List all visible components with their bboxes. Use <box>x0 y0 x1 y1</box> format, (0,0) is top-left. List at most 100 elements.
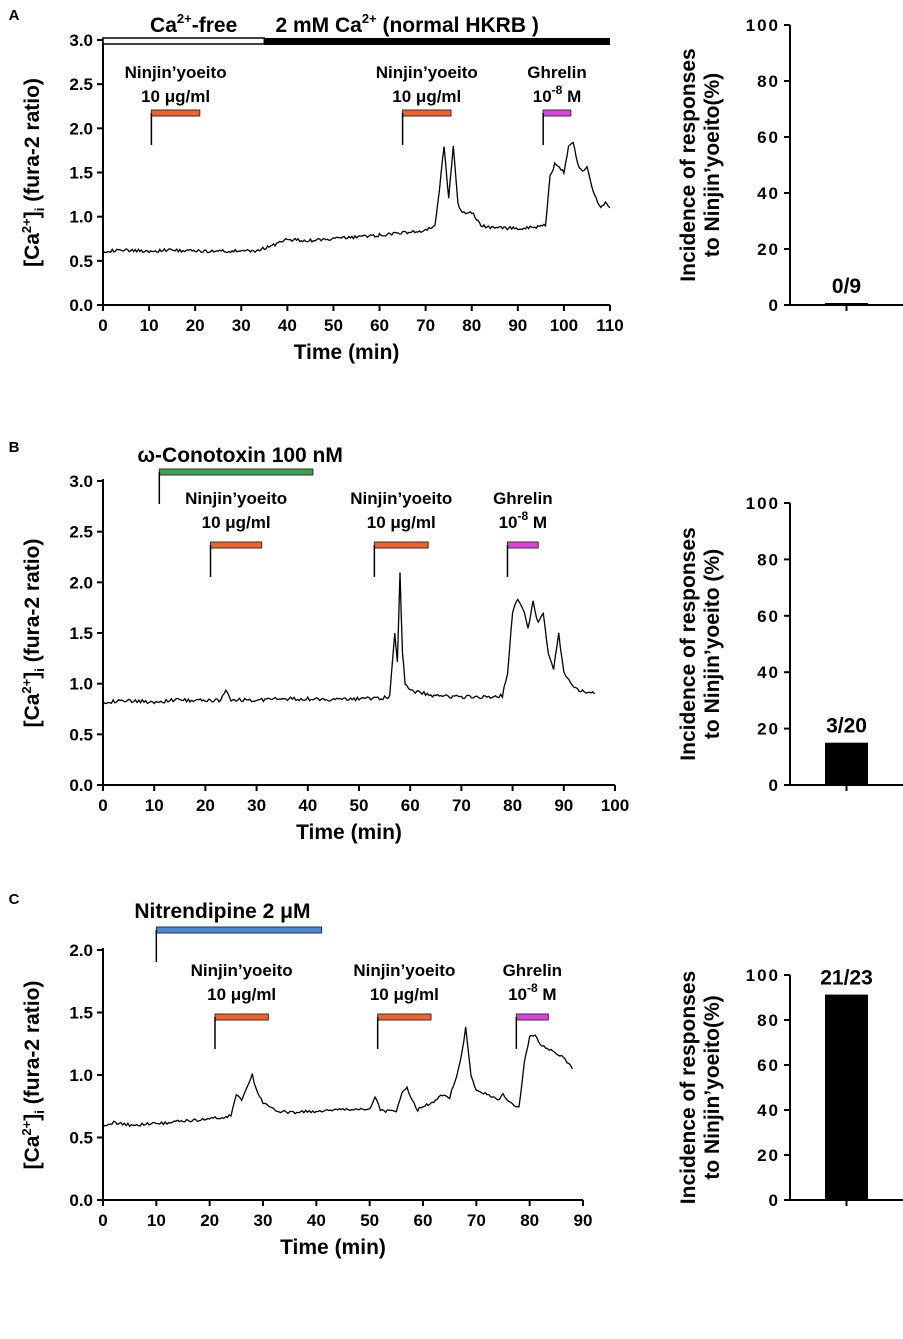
x-tick-label: 100 <box>550 316 578 335</box>
condition-bar-filled <box>264 38 610 45</box>
stimulus-label-line1: Ninjin’yoeito <box>191 961 293 980</box>
incidence-y-tick-label: 20 <box>757 240 780 259</box>
incidence-y-label-line1: Incidence of responses <box>677 527 700 760</box>
stimulus-label-line1: Ninjin’yoeito <box>125 63 227 82</box>
y-tick-label: 3.0 <box>69 31 93 50</box>
treatment-label: Nitrendipine 2 μM <box>134 900 310 923</box>
y-tick-label: 0.5 <box>69 1129 93 1148</box>
y-tick-label: 0.0 <box>69 296 93 315</box>
x-tick-label: 0 <box>98 796 107 815</box>
x-tick-label: 40 <box>307 1211 326 1230</box>
stimulus-label-part: M <box>528 513 547 532</box>
y-label-part: [Ca <box>21 1135 44 1169</box>
y-label-part: ] <box>21 1114 44 1121</box>
y-tick-label: 1.0 <box>69 675 93 694</box>
y-tick-label: 2.0 <box>69 119 93 138</box>
x-tick-label: 50 <box>350 796 369 815</box>
stimulus-label-line2: 10-8 M <box>508 981 556 1004</box>
stimulus-label-part: M <box>562 87 581 106</box>
incidence-y-tick-label: 0 <box>769 296 780 315</box>
y-label-part: (fura-2 ratio) <box>21 78 44 208</box>
stimulus-label-sup: -8 <box>518 509 529 523</box>
y-tick-label: 1.5 <box>69 164 93 183</box>
incidence-y-label-line1: Incidence of responses <box>677 48 700 281</box>
incidence-y-tick-label: 80 <box>757 72 780 91</box>
stimulus-label-line2: 10 μg/ml <box>202 513 271 532</box>
x-tick-label: 80 <box>462 316 481 335</box>
panel-letter: B <box>9 439 20 456</box>
y-axis-label: [Ca2+]i (fura-2 ratio) <box>19 539 47 728</box>
y-label-part: (fura-2 ratio) <box>21 981 44 1111</box>
stimulus-bar <box>150 109 201 117</box>
incidence-y-tick-label: 20 <box>757 720 780 739</box>
x-tick-label: 60 <box>414 1211 433 1230</box>
y-tick-label: 1.0 <box>69 208 93 227</box>
stimulus-label-line1: Ninjin’yoeito <box>376 63 478 82</box>
x-tick-label: 80 <box>503 796 522 815</box>
panel-a: A0 10 20 30 40 50 60 70 80 90 100 1100.00.51.01.52.… <box>9 7 903 364</box>
x-tick-label: 100 <box>601 796 629 815</box>
incidence-y-tick-label: 20 <box>757 1146 780 1165</box>
y-label-sup: 2+ <box>19 678 34 693</box>
x-tick-label: 30 <box>232 316 251 335</box>
stimulus-label-line2: 10 μg/ml <box>207 985 276 1004</box>
y-label-sub: i <box>32 1110 47 1114</box>
stimulus-label-line1: Ninjin’yoeito <box>353 961 455 980</box>
condition-label-part: (normal HKRB ) <box>377 14 539 37</box>
series-line <box>102 1026 573 1128</box>
condition-label: 2 mM Ca2+ (normal HKRB ) <box>275 11 538 37</box>
stimulus-bar <box>542 109 572 117</box>
y-label-part: (fura-2 ratio) <box>21 539 44 669</box>
stimulus-label-line2: 10 μg/ml <box>392 87 461 106</box>
incidence-bar <box>825 303 868 305</box>
x-tick-label: 40 <box>278 316 297 335</box>
y-axis-label: [Ca2+]i (fura-2 ratio) <box>19 981 47 1170</box>
stimulus-label-line2: 10 μg/ml <box>367 513 436 532</box>
x-tick-label: 70 <box>467 1211 486 1230</box>
y-tick-label: 1.5 <box>69 1004 93 1023</box>
condition-label-part: Ca <box>150 14 177 37</box>
incidence-y-tick-label: 100 <box>746 966 780 985</box>
x-tick-label: 70 <box>452 796 471 815</box>
x-tick-label: 50 <box>324 316 343 335</box>
stimulus-label-line2: 10-8 M <box>499 509 547 532</box>
incidence-chart: 0 20 40 60 80 100 21/23 Incidence of responses t… <box>677 966 903 1210</box>
incidence-y-tick-label: 80 <box>757 550 780 569</box>
y-label-sup: 2+ <box>19 218 34 233</box>
stimulus-bar <box>506 541 539 549</box>
stimulus-label-line1: Ghrelin <box>503 961 563 980</box>
x-tick-label: 70 <box>416 316 435 335</box>
series-line <box>102 572 595 705</box>
y-axis-label: [Ca2+]i (fura-2 ratio) <box>19 78 47 267</box>
treatment-bar <box>158 468 314 476</box>
incidence-y-tick-label: 40 <box>757 663 780 682</box>
incidence-y-tick-label: 60 <box>757 607 780 626</box>
incidence-y-label-line2: to Ninjin’yoeito (%) <box>701 549 724 739</box>
y-label-part: [Ca <box>21 693 44 727</box>
y-tick-label: 1.5 <box>69 624 93 643</box>
incidence-y-tick-label: 100 <box>746 16 780 35</box>
x-tick-label: 90 <box>574 1211 593 1230</box>
incidence-bar-label: 0/9 <box>832 275 861 298</box>
stimulus-label-part: 10 <box>499 513 518 532</box>
stimulus-label-line1: Ninjin’yoeito <box>350 489 452 508</box>
incidence-y-tick-label: 40 <box>757 1101 780 1120</box>
y-tick-label: 0.0 <box>69 776 93 795</box>
stimulus-bar <box>377 1013 432 1021</box>
x-tick-label: 30 <box>247 796 266 815</box>
stimulus-label-line1: Ghrelin <box>493 489 553 508</box>
y-label-part: ] <box>21 672 44 679</box>
stimulus-bar <box>210 541 263 549</box>
panel-c: C 0 10 20 30 40 50 60 70 80 90 0.0 0.5 1.0 1.5 2.0 Time … <box>9 891 903 1259</box>
incidence-y-tick-label: 0 <box>769 1191 780 1210</box>
y-tick-label: 0.5 <box>69 252 93 271</box>
x-tick-label: 110 <box>596 316 623 335</box>
x-axis-label: Time (min) <box>294 341 400 364</box>
x-tick-label: 20 <box>186 316 205 335</box>
condition-label: Ca2+-free <box>150 11 237 37</box>
x-tick-label: 80 <box>520 1211 539 1230</box>
panel-letter: A <box>9 7 20 24</box>
y-label-sub: i <box>32 208 47 212</box>
y-label-sub: i <box>32 668 47 672</box>
